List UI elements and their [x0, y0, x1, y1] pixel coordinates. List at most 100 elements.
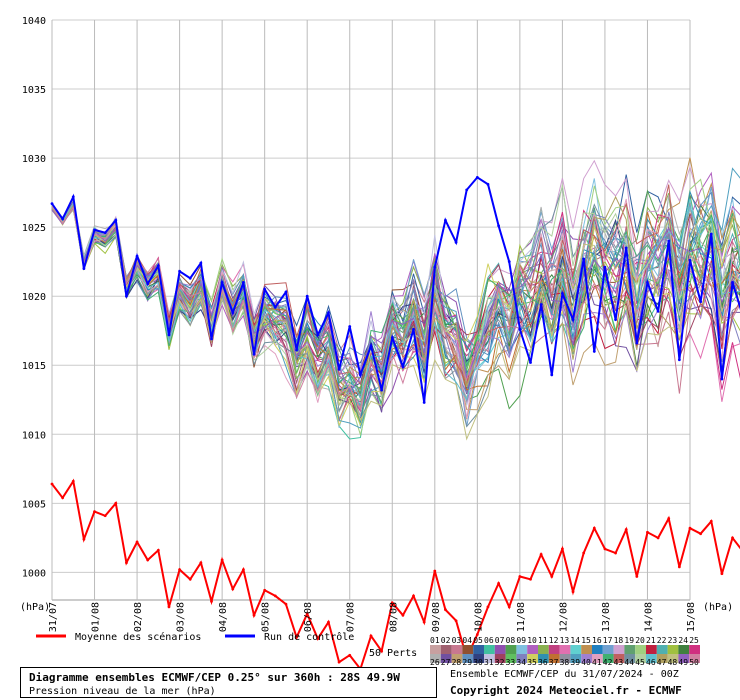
control-line-point [327, 311, 330, 315]
control-line-point [50, 202, 54, 206]
mean-line-point [603, 547, 607, 551]
y-tick-label: 1015 [22, 361, 46, 372]
perturbation-swatch [462, 645, 474, 654]
control-line-point [114, 218, 118, 222]
x-tick-label: 08/08 [388, 602, 399, 632]
perturbation-swatch [646, 645, 657, 654]
control-line-point [82, 267, 86, 270]
perturbation-number: 04 [462, 636, 472, 645]
ensemble-member-line [51, 204, 740, 404]
control-line-point [305, 294, 309, 298]
y-tick-label: 1000 [22, 568, 46, 579]
perturbation-swatch [624, 654, 636, 663]
chart-title: Diagramme ensembles ECMWF/CEP 0.25° sur … [29, 671, 400, 684]
perturbation-swatch [527, 654, 538, 663]
perturbation-swatch [689, 645, 700, 654]
perturbation-swatch [484, 654, 495, 663]
perturbation-swatch [527, 645, 538, 654]
control-line-point [646, 280, 649, 284]
control-line-point [656, 309, 660, 313]
perturbation-number: 37 [549, 658, 559, 667]
y-tick-label: 1030 [22, 154, 46, 165]
control-line-point [125, 294, 128, 298]
perturbation-swatch [451, 645, 463, 654]
control-line-point [571, 318, 575, 322]
perturbation-number: 30 [473, 658, 483, 667]
perturbation-number: 07 [495, 636, 505, 645]
perturbation-swatch [592, 654, 603, 663]
control-line-point [156, 264, 160, 268]
mean-line-point [444, 608, 447, 612]
control-line-point [93, 228, 96, 232]
mean-line-point [210, 599, 213, 603]
control-line-point [709, 232, 713, 236]
control-line-point [380, 388, 384, 392]
mean-line-point [337, 660, 341, 664]
mean-line-point [369, 634, 373, 638]
control-line-point [550, 373, 554, 377]
perturbation-number: 27 [441, 658, 451, 667]
control-line-point [220, 280, 224, 284]
x-tick-label: 14/08 [643, 602, 654, 632]
perturbation-swatch [581, 645, 592, 654]
perturbation-number: 44 [624, 658, 634, 667]
mean-line-point [146, 558, 150, 562]
control-line-point [603, 265, 607, 269]
perturbation-number: 19 [624, 636, 634, 645]
perturbation-swatch [559, 654, 571, 663]
perturbation-swatch [678, 654, 690, 663]
x-tick-label: 31/07 [48, 602, 59, 632]
control-line-point [614, 318, 617, 322]
perturbation-swatch [473, 645, 484, 654]
control-line-point [677, 358, 681, 362]
y-tick-label: 1035 [22, 85, 46, 96]
mean-line-point [571, 590, 575, 594]
mean-line-point [327, 620, 330, 624]
perturbation-swatch [592, 645, 603, 654]
perturbation-number: 05 [473, 636, 483, 645]
mean-line-point [284, 602, 288, 606]
perturbation-swatch [516, 645, 528, 654]
mean-line-point [486, 605, 490, 609]
y-tick-label: 1005 [22, 499, 46, 510]
mean-line-point [295, 635, 298, 639]
control-line-point [561, 292, 564, 295]
perturbation-number: 17 [603, 636, 613, 645]
mean-line-point [156, 548, 160, 552]
perturbation-swatch [548, 654, 560, 663]
perturbation-number: 31 [484, 658, 494, 667]
mean-line-point [348, 653, 352, 657]
x-tick-label: 10/08 [473, 602, 484, 632]
mean-line-point [305, 612, 309, 616]
mean-line-point [316, 637, 320, 641]
perturbation-number: 10 [527, 636, 537, 645]
control-line-point [242, 280, 245, 284]
perturbation-swatch [602, 645, 614, 654]
perturbation-number: 33 [506, 658, 516, 667]
run-info: Ensemble ECMWF/CEP du 31/07/2024 - 00Z [450, 669, 679, 680]
control-line-point [731, 280, 734, 284]
perturbation-number: 21 [646, 636, 656, 645]
control-series [50, 176, 740, 404]
control-line-point [103, 231, 107, 235]
perturbation-swatch [440, 645, 452, 654]
control-line-point [635, 341, 639, 345]
mean-line-point [592, 526, 596, 530]
perturbation-swatch [538, 645, 549, 654]
mean-line-point [624, 528, 628, 531]
perturbation-swatch [462, 654, 474, 663]
perturbation-number: 13 [560, 636, 570, 645]
perturbation-number: 24 [678, 636, 688, 645]
mean-line-point [699, 532, 703, 536]
control-line-point [688, 258, 692, 262]
mean-line-point [518, 575, 522, 578]
control-line-point [433, 265, 437, 269]
control-line-point [273, 305, 277, 309]
perturbation-swatch [440, 654, 452, 663]
mean-line-point [720, 572, 724, 576]
perturbation-number: 01 [430, 636, 440, 645]
perturbation-swatch [689, 654, 700, 663]
control-line-point [539, 303, 543, 306]
x-tick-label: 12/08 [558, 602, 569, 632]
